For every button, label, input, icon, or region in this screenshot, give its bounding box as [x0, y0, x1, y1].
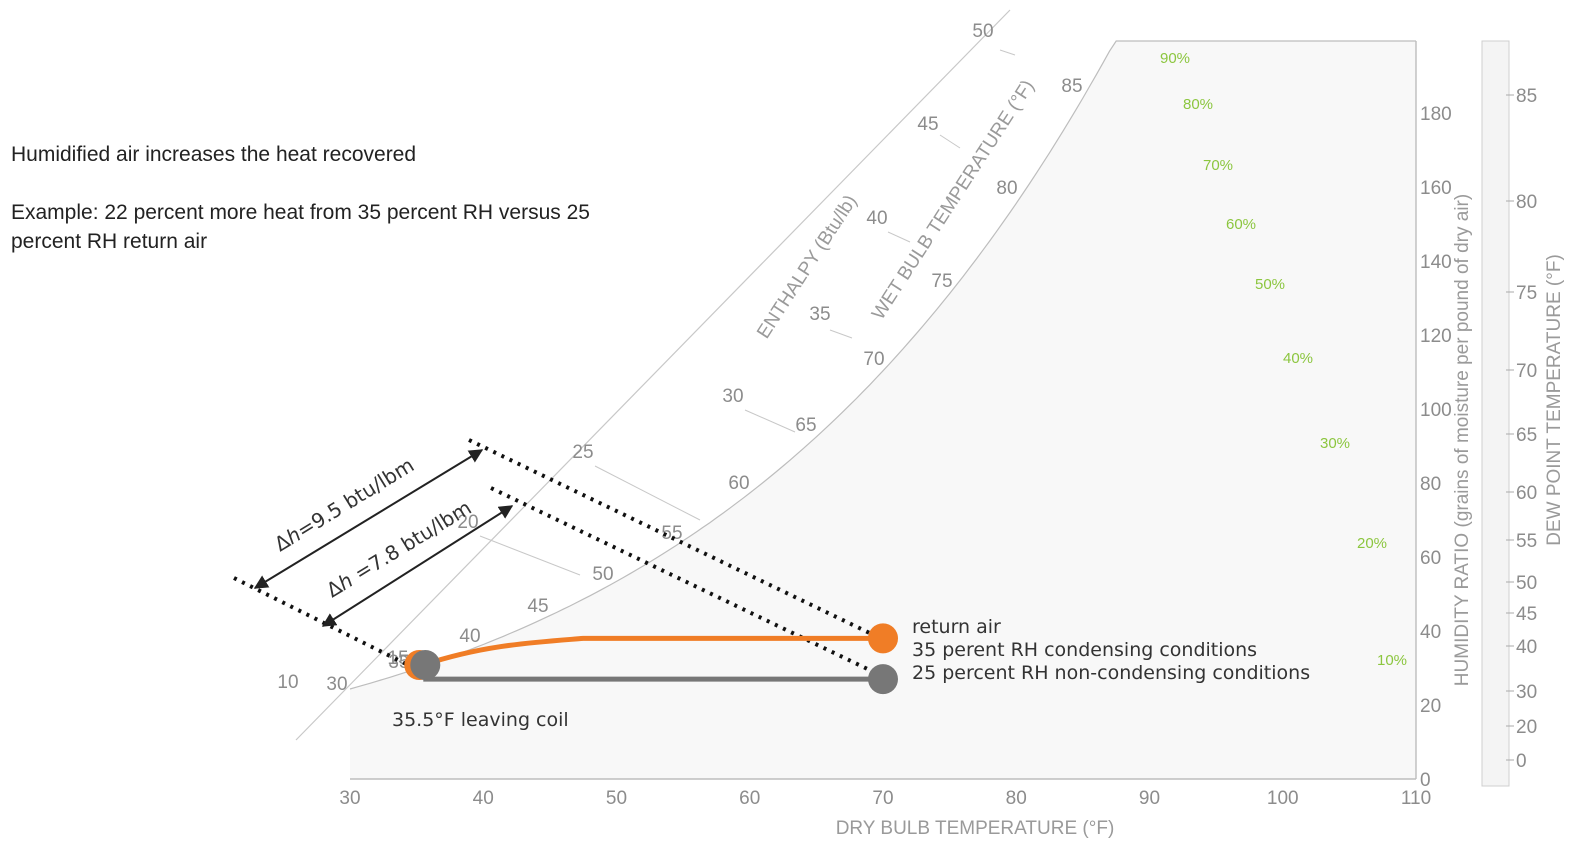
dewpoint-tick-label: 75 — [1516, 283, 1537, 304]
wetbulb-tick-label: 50 — [592, 564, 613, 585]
enthalpy-tick-label: 45 — [917, 114, 938, 135]
saturation-envelope — [349, 40, 1417, 780]
wetbulb-tick-label: 70 — [863, 349, 884, 370]
rh-label: 80% — [1183, 96, 1213, 113]
wetbulb-tick-label: 35 — [388, 652, 409, 673]
x-tick-label: 40 — [473, 788, 494, 809]
x-tick-label: 90 — [1139, 788, 1160, 809]
rh-label: 90% — [1160, 50, 1190, 67]
x-tick-label: 80 — [1006, 788, 1027, 809]
dewpoint-tick-label: 45 — [1516, 604, 1537, 625]
wetbulb-tick-label: 80 — [996, 178, 1017, 199]
x-tick-label: 70 — [872, 788, 893, 809]
rh-label: 40% — [1283, 350, 1313, 367]
enthalpy-connector — [829, 329, 853, 339]
rh-label: 70% — [1203, 157, 1233, 174]
dewpoint-scale: 0 20 30 40 45 50 55 60 65 70 75 80 85 — [1506, 86, 1537, 772]
condensing-label: 35 perent RH condensing conditions — [912, 639, 1257, 661]
wetbulb-tick-label: 85 — [1061, 76, 1082, 97]
x-axis-label: DRY BULB TEMPERATURE (°F) — [836, 818, 1115, 839]
dewpoint-scale-box — [1481, 40, 1510, 787]
non-condensing-label: 25 percent RH non-condensing conditions — [912, 662, 1310, 684]
y-tick-label: 140 — [1420, 252, 1452, 273]
delta-h-small-arrow — [321, 505, 514, 627]
wetbulb-tick-label: 45 — [527, 596, 548, 617]
x-tick-label: 110 — [1401, 788, 1431, 809]
dewpoint-tick-label: 80 — [1516, 192, 1537, 213]
enthalpy-connector — [887, 231, 911, 243]
y-tick-label: 20 — [1420, 696, 1441, 717]
x-tick-label: 100 — [1267, 788, 1299, 809]
saturation-curve — [349, 40, 1416, 690]
wetbulb-tick-label: 30 — [326, 674, 347, 695]
upper-dotted-line — [468, 438, 881, 640]
x-tick-label: 50 — [606, 788, 627, 809]
rh-label: 30% — [1320, 435, 1350, 452]
dewpoint-tick-label: 65 — [1516, 425, 1537, 446]
enthalpy-tick-label: 40 — [866, 208, 887, 229]
enthalpy-tick-label: 50 — [972, 21, 993, 42]
y-tick-label: 160 — [1420, 178, 1452, 199]
process-lines — [404, 623, 898, 695]
enthalpy-connector — [939, 134, 961, 149]
example-note: Example: 22 percent more heat from 35 pe… — [11, 201, 590, 253]
enthalpy-connector — [479, 535, 581, 576]
x-tick-label: 60 — [739, 788, 760, 809]
rh-label: 50% — [1255, 276, 1285, 293]
y-tick-label: 180 — [1420, 104, 1452, 125]
wetbulb-tick-label: 60 — [728, 473, 749, 494]
rh-label: 60% — [1226, 216, 1256, 233]
enthalpy-connector — [999, 49, 1016, 56]
y-tick-label: 120 — [1420, 326, 1452, 347]
dewpoint-tick-label: 30 — [1516, 682, 1537, 703]
enthalpy-tick-label: 35 — [809, 304, 830, 325]
return-air-condensing-point — [868, 623, 898, 654]
enthalpy-tick-label: 30 — [722, 386, 743, 407]
return-air-label: return air — [912, 616, 1001, 638]
dewpoint-tick-label: 70 — [1516, 361, 1537, 382]
y-tick-label: 0 — [1420, 770, 1431, 791]
y-tick-label: 80 — [1420, 474, 1441, 495]
enthalpy-axis-label: ENTHALPY (Btu/lb) — [753, 191, 861, 342]
y-tick-label: 60 — [1420, 548, 1441, 569]
y-axis-label: HUMIDITY RATIO (grains of moisture per p… — [1452, 194, 1473, 686]
dewpoint-tick-label: 40 — [1516, 637, 1537, 658]
enthalpy-connector — [594, 465, 701, 521]
heading-note: Humidified air increases the heat recove… — [11, 143, 417, 166]
condensing-process-line — [420, 635, 886, 668]
dewpoint-tick-label: 50 — [1516, 573, 1537, 594]
lower-dotted-line — [233, 576, 419, 672]
dewpoint-tick-label: 60 — [1516, 483, 1537, 504]
dewpoint-axis-label: DEW POINT TEMPERATURE (°F) — [1544, 254, 1565, 546]
return-air-noncondensing-point — [868, 664, 898, 695]
wetbulb-tick-label: 40 — [459, 626, 480, 647]
chart-scales: 10% 20% 30% 40% 50% 60% 70% 80% 90% 30 40 50 60 70 80 9… — [277, 9, 1452, 809]
wetbulb-tick-label: 75 — [931, 271, 952, 292]
dewpoint-tick-label: 20 — [1516, 717, 1537, 738]
leaving-coil-label: 35.5°F leaving coil — [392, 709, 569, 731]
wetbulb-tick-label: 55 — [661, 523, 682, 544]
enthalpy-tick-label: 25 — [572, 442, 593, 463]
y-tick-label: 100 — [1420, 400, 1452, 421]
x-tick-label: 30 — [339, 788, 360, 809]
dewpoint-tick-label: 0 — [1516, 751, 1527, 772]
enthalpy-tick-label: 10 — [277, 672, 298, 693]
delta-h-arrows: Δh=9.5 btu/lbm Δh =7.8 btu/lbm — [253, 449, 514, 627]
y-tick-label: 40 — [1420, 622, 1441, 643]
enthalpy-connector — [744, 409, 796, 433]
chart-area — [350, 41, 1416, 779]
rh-label: 10% — [1377, 652, 1407, 669]
dewpoint-tick-label: 85 — [1516, 86, 1537, 107]
leaving-coil-point-gray — [410, 650, 441, 680]
dewpoint-tick-label: 55 — [1516, 531, 1537, 552]
delta-h-dotted-lines — [233, 438, 881, 677]
rh-label: 20% — [1357, 535, 1387, 552]
wetbulb-tick-label: 65 — [795, 415, 816, 436]
